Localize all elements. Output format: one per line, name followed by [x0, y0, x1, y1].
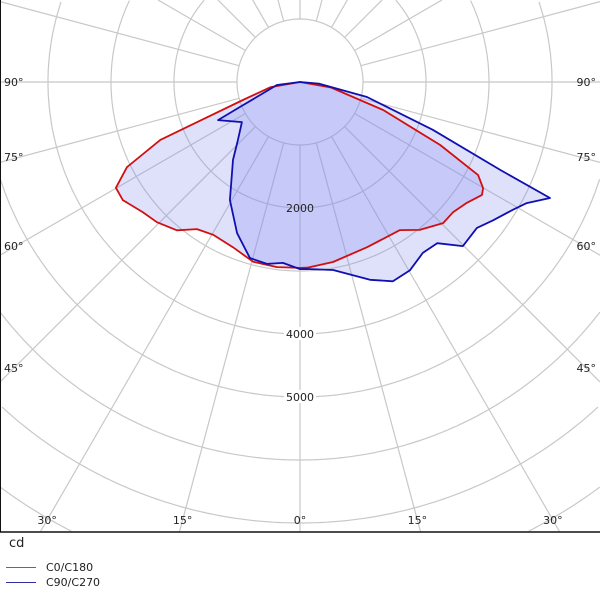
curves [115, 81, 551, 283]
grid-spoke [315, 0, 323, 22]
grid-spoke [217, 0, 256, 38]
grid-spoke [178, 142, 285, 533]
legend-label: C0/C180 [46, 561, 94, 574]
grid-spoke [315, 142, 422, 533]
bottom-angle-label: 30° [37, 514, 57, 527]
curve-c0-c180 [115, 81, 484, 269]
curve-fills [115, 82, 550, 282]
legend-item-c0-c180: C0/C180 [6, 560, 100, 575]
tick-label-bg [284, 390, 316, 403]
polar-grid [0, 0, 600, 533]
legend-swatch-red [6, 567, 36, 568]
radial-tick-label: 5000 [286, 391, 314, 404]
side-angle-label-right: 75° [577, 151, 597, 164]
side-angle-label-right: 45° [577, 362, 597, 375]
grid-circle [173, 0, 427, 209]
grid-spoke [252, 0, 270, 28]
grid-spoke [0, 126, 256, 383]
grid-spoke [0, 1, 240, 67]
radial-tick-label: 4000 [286, 328, 314, 341]
grid-spoke [0, 112, 246, 256]
grid-circle [47, 1, 553, 335]
grid-circle [0, 311, 600, 461]
axis-labels: 2000 4000 5000 90° 90° 75° 75° 60° 60° 45° 45° 30° 1… [4, 76, 596, 527]
side-angle-label-left: 90° [4, 76, 24, 89]
grid-circle [1, 406, 599, 524]
side-angle-label-left: 75° [4, 151, 24, 164]
grid-spoke [157, 0, 246, 52]
grid-spoke [354, 0, 443, 52]
grid-circle [110, 0, 490, 272]
legend-swatch-blue [6, 582, 36, 583]
legend-label: C90/C270 [46, 576, 101, 589]
grid-spoke [330, 0, 348, 28]
grid-spoke [344, 126, 600, 383]
bottom-angle-label: 0° [294, 514, 307, 527]
grid-spoke [277, 0, 285, 22]
tick-label-bg [284, 327, 316, 340]
grid-spoke [360, 97, 600, 163]
bottom-angle-label: 15° [408, 514, 428, 527]
bottom-angle-label: 15° [173, 514, 193, 527]
grid-spoke [330, 136, 561, 533]
curve-c90-c270 [217, 81, 551, 283]
fill-c0-c180 [115, 82, 484, 268]
radial-tick-label: 2000 [286, 202, 314, 215]
side-angle-label-right: 90° [577, 76, 597, 89]
side-angle-label-right: 60° [577, 240, 597, 253]
side-angle-label-left: 60° [4, 240, 24, 253]
side-angle-label-left: 45° [4, 362, 24, 375]
legend: C0/C180 C90/C270 [6, 560, 100, 590]
unit-label: cd [9, 536, 25, 551]
legend-item-c90-c270: C90/C270 [6, 575, 100, 590]
grid-spoke [360, 1, 600, 67]
grid-spoke [354, 112, 600, 256]
grid-spoke [0, 97, 240, 163]
fill-c90-c270 [218, 82, 550, 282]
grid-spoke [344, 0, 383, 38]
grid-circle [0, 486, 600, 532]
bottom-angle-label: 30° [543, 514, 563, 527]
